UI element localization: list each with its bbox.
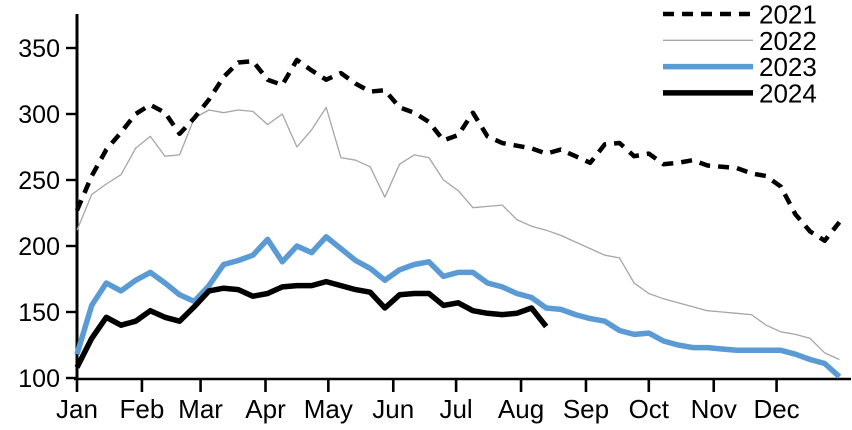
x-axis-tick-label: Feb — [120, 394, 165, 424]
y-axis-tick-label: 150 — [18, 299, 60, 327]
x-axis-tick-label: Mar — [178, 394, 223, 424]
legend-label-2023: 2023 — [759, 52, 817, 82]
x-axis-tick-label: Apr — [245, 394, 286, 424]
series-line-2022 — [76, 106, 840, 361]
x-axis-tick-label: May — [304, 394, 353, 424]
y-axis-tick-label: 300 — [18, 101, 60, 129]
x-axis-tick-label: Aug — [498, 394, 544, 424]
legend-label-2021: 2021 — [759, 0, 817, 30]
x-axis-tick-label: Jul — [439, 394, 472, 424]
legend-label-2022: 2022 — [759, 26, 817, 56]
series-line-2024 — [74, 278, 549, 369]
x-axis-tick-label: Sep — [563, 394, 609, 424]
x-axis-tick-label: Oct — [629, 394, 670, 424]
x-axis-tick-label: Jun — [372, 394, 414, 424]
y-axis-tick-label: 250 — [18, 167, 60, 195]
legend-label-2024: 2024 — [759, 78, 817, 108]
series-line-2021 — [74, 57, 842, 243]
y-axis-tick-label: 200 — [18, 233, 60, 261]
x-axis-tick-label: Nov — [691, 394, 737, 424]
y-axis-tick-label: 100 — [18, 365, 60, 393]
x-axis-tick-label: Dec — [753, 394, 799, 424]
y-axis-tick-label: 350 — [18, 35, 60, 63]
series-line-2023 — [74, 234, 842, 379]
x-axis-tick-label: Jan — [56, 394, 98, 424]
